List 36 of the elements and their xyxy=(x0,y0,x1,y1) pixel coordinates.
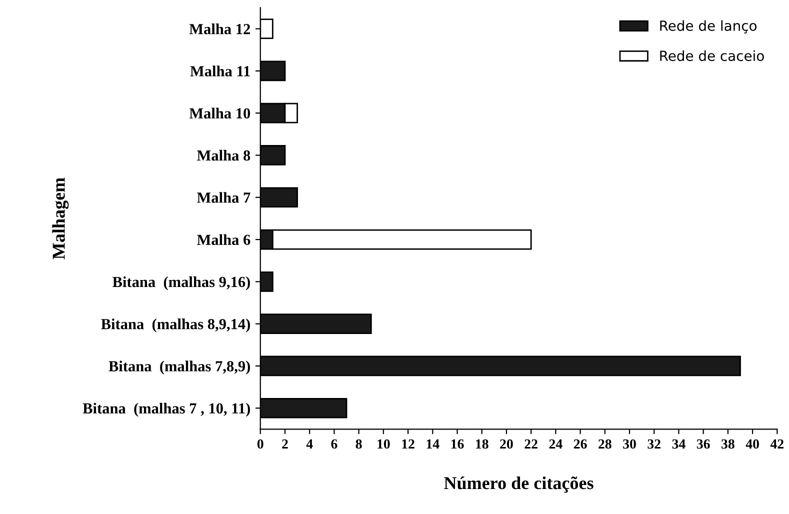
x-tick-label: 6 xyxy=(331,439,338,449)
x-tick-label: 10 xyxy=(378,439,390,449)
x-tick-label: 8 xyxy=(356,439,362,449)
x-tick-label: 26 xyxy=(574,439,587,449)
x-tick-label: 18 xyxy=(476,439,488,449)
x-tick-label: 40 xyxy=(746,439,759,449)
y-tick-label: Malha 6 xyxy=(197,234,250,245)
x-tick-label: 14 xyxy=(426,439,440,449)
x-tick-label: 36 xyxy=(696,439,710,449)
legend-label: Rede de lanço xyxy=(660,20,757,34)
x-tick-label: 0 xyxy=(257,439,264,449)
y-tick-label: Malha 12 xyxy=(189,23,250,34)
x-tick-label: 24 xyxy=(549,439,562,449)
y-axis-title: Malhagem xyxy=(52,178,69,260)
x-axis-title: Número de citações xyxy=(444,476,594,493)
x-tick-label: 22 xyxy=(524,439,538,449)
x-tick-label: 38 xyxy=(722,439,734,449)
y-tick-label: Malha 10 xyxy=(189,108,250,119)
y-tick-label: Bitana (malhas 9,16) xyxy=(112,276,250,290)
x-tick-label: 32 xyxy=(648,439,660,449)
y-tick-label: Bitana (malhas 7 , 10, 11) xyxy=(82,402,250,417)
x-tick-label: 4 xyxy=(306,439,313,449)
y-tick-label: Malha 7 xyxy=(197,192,250,203)
y-tick-label: Malha 8 xyxy=(197,150,250,161)
x-tick-label: 30 xyxy=(623,439,636,449)
x-tick-label: 20 xyxy=(500,439,513,449)
x-tick-label: 42 xyxy=(770,439,784,449)
x-tick-label: 34 xyxy=(672,439,686,449)
y-tick-label: Bitana (malhas 7,8,9) xyxy=(108,360,250,375)
y-tick-label: Bitana (malhas 8,9,14) xyxy=(101,318,250,332)
x-tick-label: 16 xyxy=(451,439,464,449)
x-tick-label: 12 xyxy=(402,439,414,449)
y-tick-label: Malha 11 xyxy=(190,66,250,76)
x-tick-label: 2 xyxy=(282,439,288,449)
x-tick-label: 28 xyxy=(598,439,612,449)
legend-label: Rede de caceio xyxy=(660,50,764,62)
